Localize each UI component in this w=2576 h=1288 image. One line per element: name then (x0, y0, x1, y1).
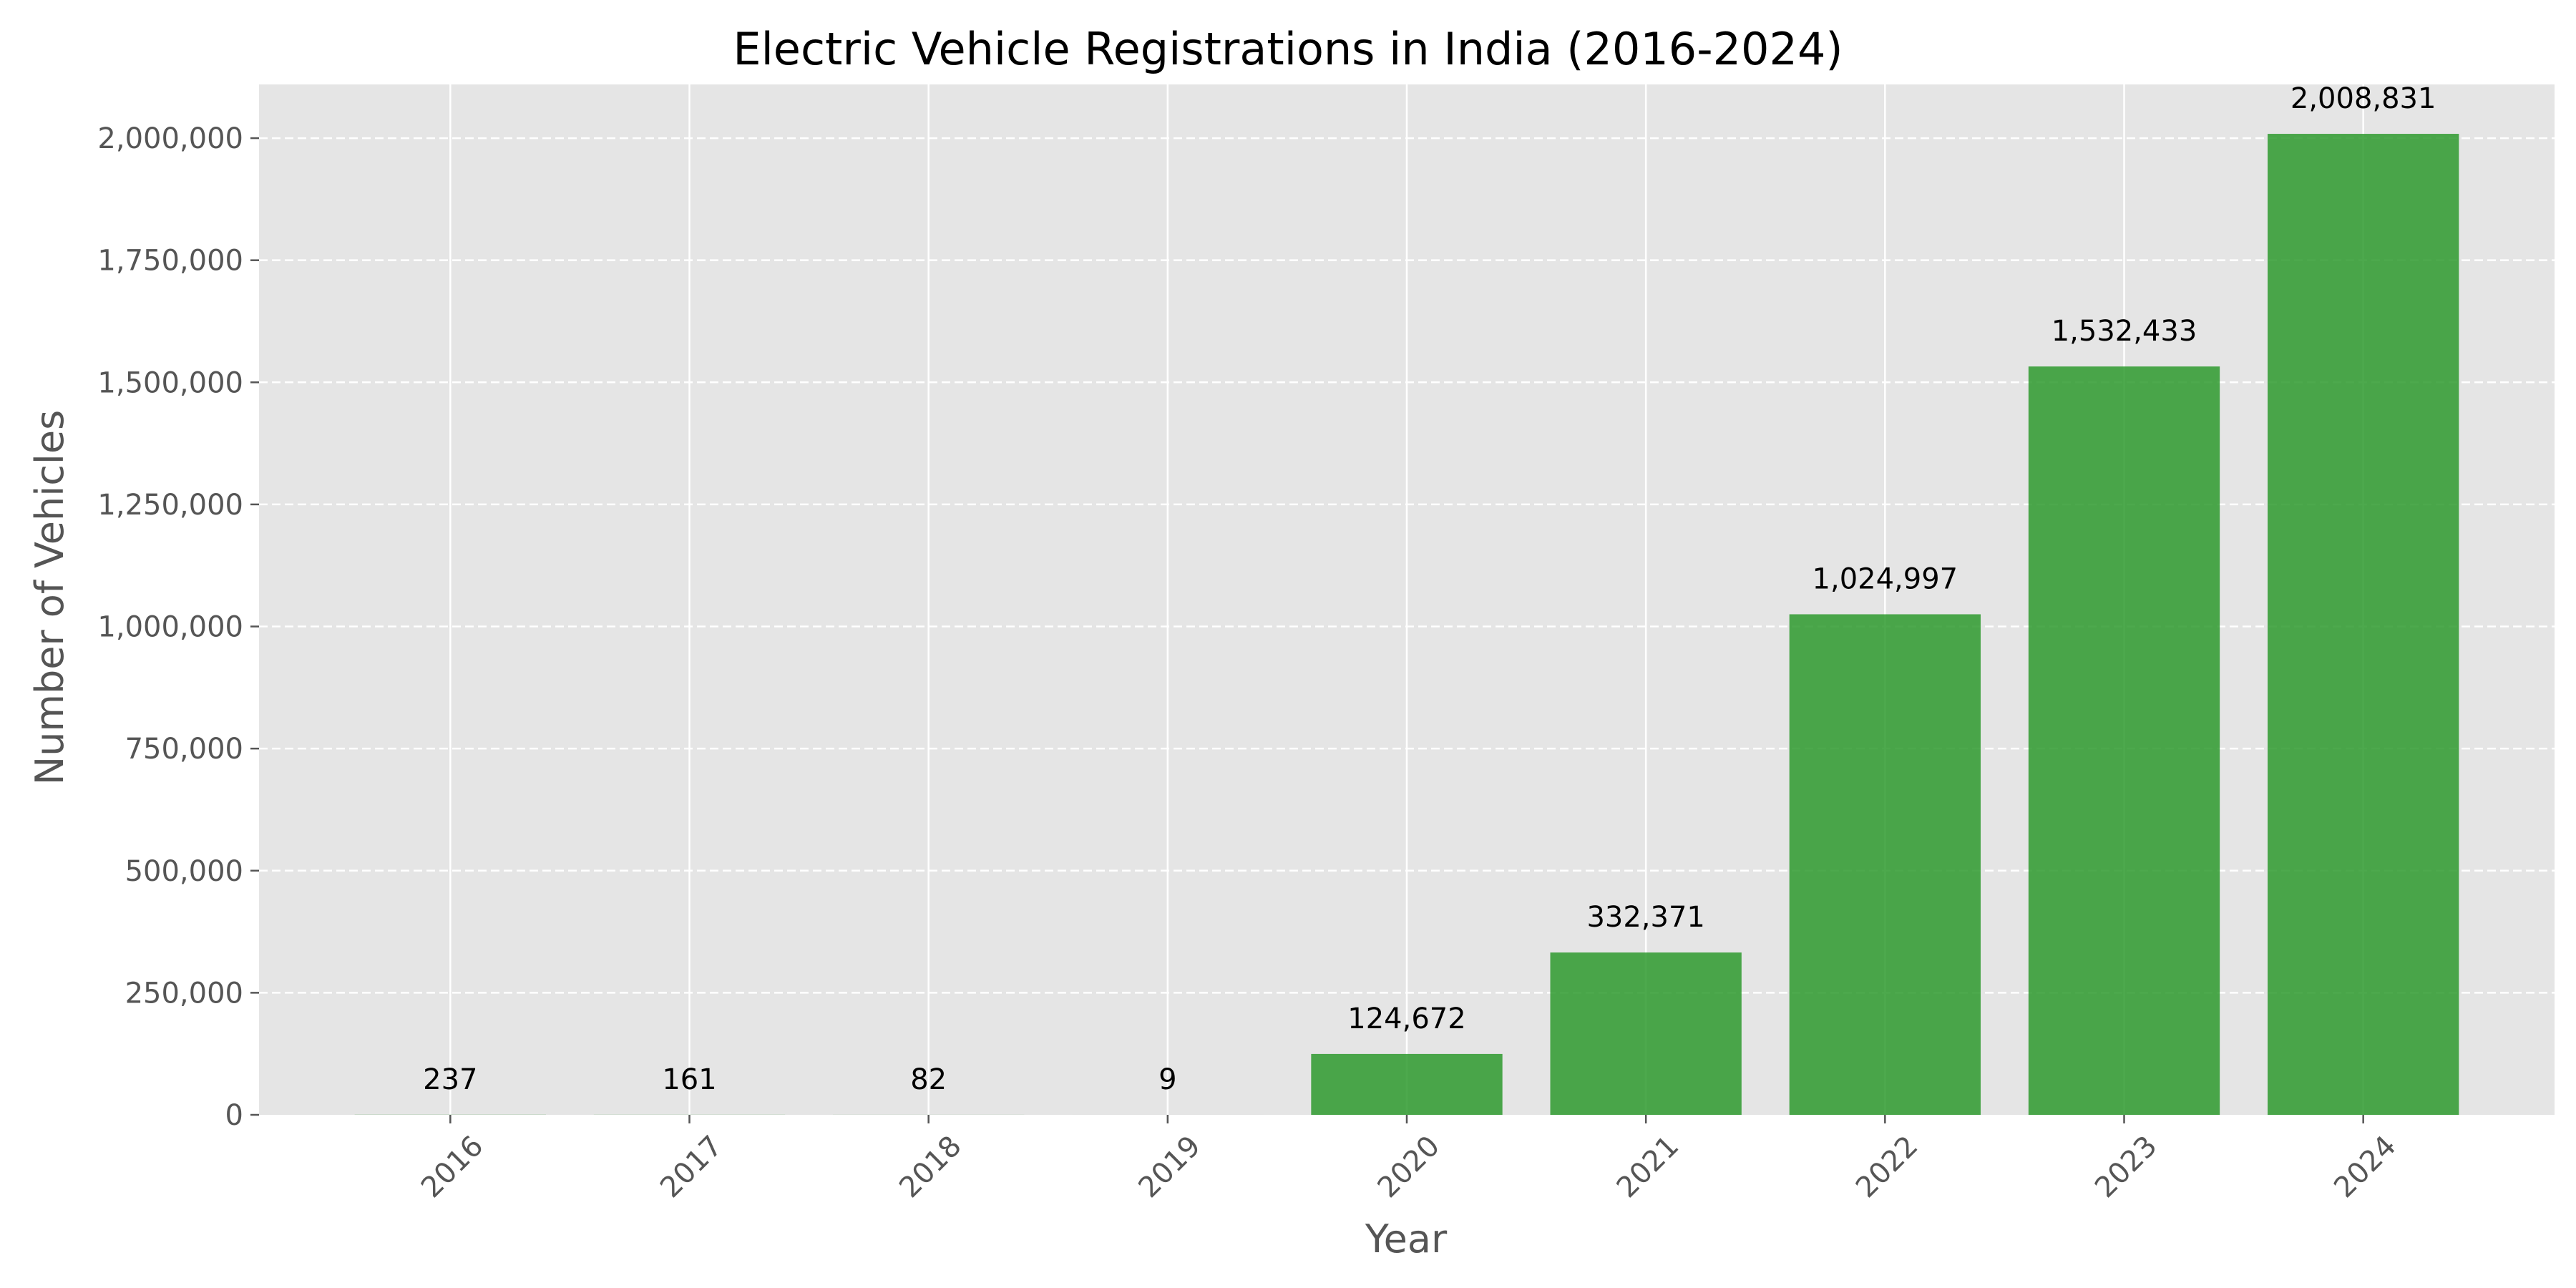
x-axis-label: Year (1365, 1216, 1448, 1262)
y-tick-label: 250,000 (125, 977, 243, 1010)
data-label-2016: 237 (423, 1063, 477, 1096)
x-tick-label: 2016 (415, 1130, 490, 1205)
x-tick-label: 2017 (654, 1130, 729, 1205)
y-tick-label: 1,000,000 (97, 611, 243, 644)
data-label-2023: 1,532,433 (2051, 315, 2197, 348)
y-tick-label: 1,500,000 (97, 366, 243, 399)
bars (354, 134, 2459, 1116)
bar-2022 (1789, 614, 1981, 1115)
bar-2023 (2028, 366, 2220, 1115)
x-axis: 2016 2017 2018 2019 2020 2021 2022 2023 2024 (415, 1115, 2403, 1204)
x-tick-label: 2020 (1372, 1130, 1447, 1205)
x-tick-label: 2022 (1850, 1130, 1925, 1205)
data-label-2022: 1,024,997 (1813, 562, 1958, 595)
bar-2021 (1550, 952, 1742, 1115)
data-labels: 237 161 82 9 124,672 332,371 1,024,997 1,532,43… (423, 82, 2436, 1096)
y-tick-label: 500,000 (125, 855, 243, 888)
x-tick-label: 2019 (1132, 1130, 1207, 1205)
y-axis-label: Number of Vehicles (27, 410, 72, 786)
y-tick-label: 0 (225, 1099, 243, 1132)
data-label-2017: 161 (662, 1063, 716, 1096)
data-label-2024: 2,008,831 (2290, 82, 2436, 115)
data-label-2018: 82 (910, 1063, 947, 1096)
data-label-2021: 332,371 (1586, 901, 1704, 934)
bar-2024 (2268, 134, 2459, 1116)
x-tick-label: 2018 (893, 1130, 968, 1205)
x-tick-label: 2023 (2089, 1130, 2164, 1205)
data-label-2020: 124,672 (1347, 1002, 1465, 1035)
x-tick-label: 2024 (2328, 1130, 2403, 1205)
y-tick-label: 2,000,000 (97, 122, 243, 155)
x-tick-label: 2021 (1611, 1130, 1686, 1205)
chart-title: Electric Vehicle Registrations in India … (733, 23, 1843, 75)
y-tick-label: 1,750,000 (97, 245, 243, 278)
bar-2020 (1311, 1053, 1503, 1115)
y-axis: 0 250,000 500,000 750,000 1,000,000 1,250,000… (97, 122, 259, 1132)
y-tick-label: 1,250,000 (97, 489, 243, 522)
y-tick-label: 750,000 (125, 733, 243, 766)
data-label-2019: 9 (1158, 1063, 1176, 1096)
